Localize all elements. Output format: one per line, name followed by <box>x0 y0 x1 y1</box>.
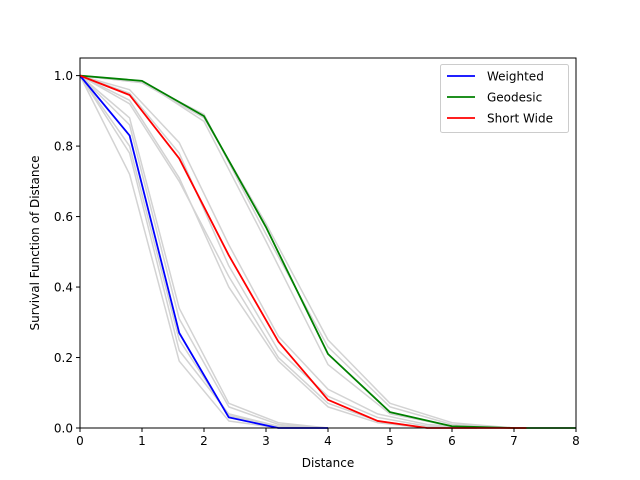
x-tick-label: 0 <box>76 434 84 448</box>
y-axis: 0.0 0.2 0.4 0.6 0.8 1.0 <box>54 69 80 436</box>
background-line-9 <box>79 74 477 429</box>
legend: Weighted Geodesic Short Wide <box>440 64 569 133</box>
x-axis: 0 1 2 3 4 5 6 7 8 <box>76 428 580 448</box>
background-line-5 <box>79 75 329 429</box>
y-tick-label: 0.6 <box>54 210 73 224</box>
x-tick-label: 1 <box>138 434 146 448</box>
y-tick-label: 0.2 <box>54 351 73 365</box>
y-axis-label: Survival Function of Distance <box>28 156 42 331</box>
x-tick-label: 3 <box>262 434 270 448</box>
x-tick-label: 5 <box>386 434 394 448</box>
background-line-4 <box>79 75 329 429</box>
x-axis-label: Distance <box>302 456 354 470</box>
x-tick-label: 2 <box>200 434 208 448</box>
y-tick-label: 0.8 <box>54 140 73 154</box>
plot-area <box>79 57 577 429</box>
background-line-11 <box>79 74 477 429</box>
y-tick-label: 0.4 <box>54 281 73 295</box>
legend-box <box>440 64 569 133</box>
x-tick-label: 7 <box>510 434 518 448</box>
legend-label-geodesic: Geodesic <box>487 91 542 105</box>
legend-label-weighted: Weighted <box>487 70 544 84</box>
y-tick-label: 0.0 <box>54 422 73 436</box>
x-tick-label: 4 <box>324 434 332 448</box>
x-tick-label: 6 <box>448 434 456 448</box>
y-tick-label: 1.0 <box>54 69 73 83</box>
background-line-1 <box>79 75 329 429</box>
legend-label-short-wide: Short Wide <box>487 112 553 126</box>
x-tick-label: 8 <box>572 434 580 448</box>
